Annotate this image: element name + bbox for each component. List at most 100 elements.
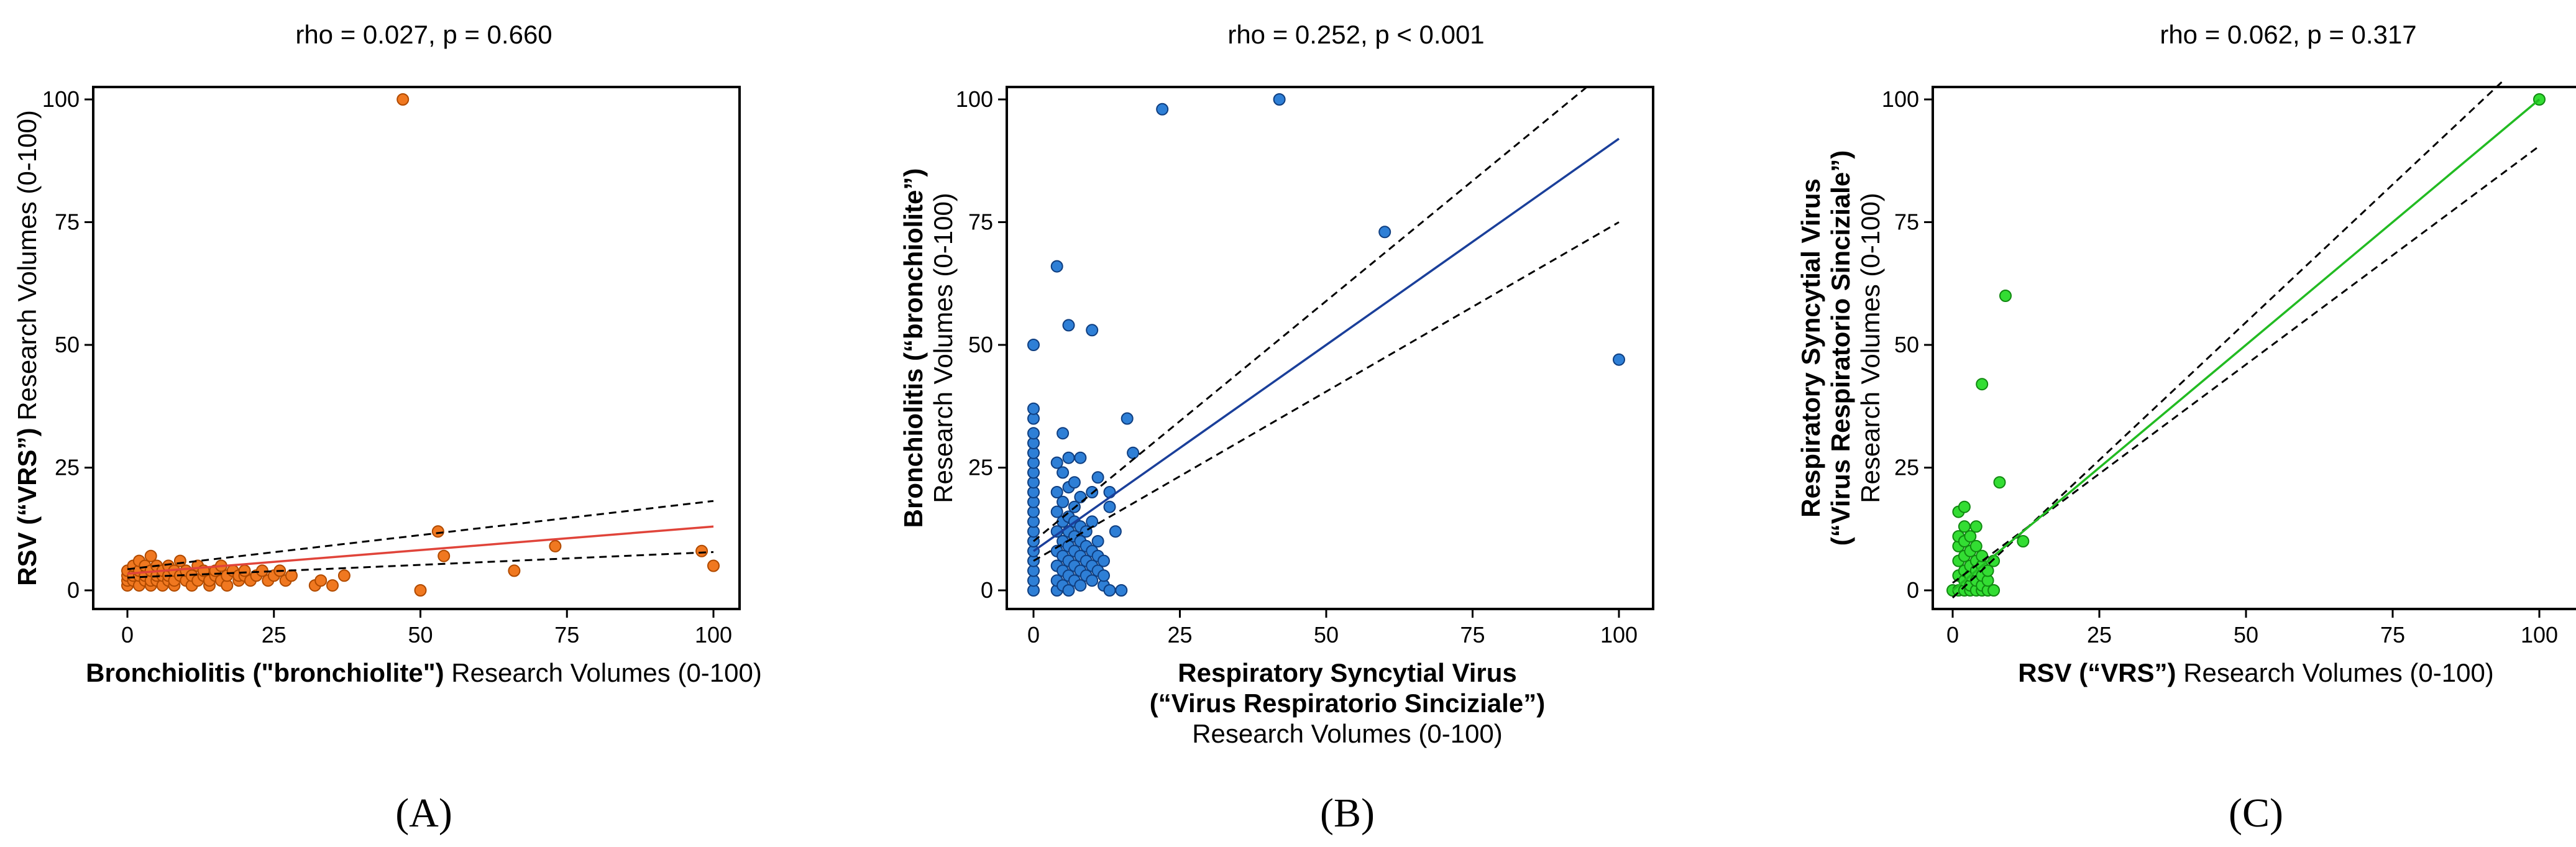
panel-c-y-label-line2: (“Virus Respiratorio Sinciziale”) — [1826, 150, 1855, 546]
panel-b-x-label-line1: Respiratory Syncytial Virus — [1178, 658, 1516, 687]
panel-c-x-tick-label: 25 — [2087, 622, 2112, 648]
panel-a-y-tick-label: 0 — [67, 577, 80, 603]
panel-a-y-tick-label: 50 — [55, 332, 80, 357]
panel-b-x-ticks: 0 25 50 75 100 — [1027, 609, 1638, 648]
panel-c-ci-lower-line — [1952, 145, 2540, 584]
panel-b-ci-upper-line — [1033, 84, 1590, 543]
panel-c-data-point — [1999, 290, 2012, 302]
panel-c-data-point — [1969, 539, 1982, 552]
panel-a-data-point — [414, 584, 427, 597]
panel-a-data-point — [337, 569, 351, 582]
panel-c-data-point — [2017, 535, 2030, 547]
panel-a-x-tick-label: 50 — [408, 622, 433, 648]
panel-c-data-point — [1981, 564, 1994, 577]
panel-c-y-tick-label: 0 — [1907, 577, 1919, 603]
panel-a-x-ticks: 0 25 50 75 100 — [121, 609, 732, 648]
panel-c-x-tick-label: 100 — [2521, 622, 2558, 648]
panel-b-data-point — [1121, 412, 1134, 425]
panel-b-data-point — [1378, 226, 1391, 239]
panel-c-x-label-normal: Research Volumes (0-100) — [2176, 658, 2494, 687]
panel-a-y-label-bold: RSV (“VRS”) — [12, 428, 42, 585]
panel-b-data-point — [1062, 451, 1075, 464]
panel-a-data-point — [707, 559, 720, 572]
panel-b-data-point — [1109, 525, 1122, 538]
panel-a-marks — [121, 93, 720, 597]
panel-b-regression-line — [1032, 137, 1620, 552]
panel-b-y-ticks: 0 25 50 75 100 — [956, 86, 1007, 603]
panel-b-data-point — [1091, 535, 1104, 547]
panel-b-y-label-bold: Bronchiolitis (“bronchiolite”) — [899, 168, 928, 528]
panel-b-data-point — [1062, 584, 1075, 597]
panel-b: rho = 0.252, p < 0.001 0 25 50 75 100 0 25 50 7… — [899, 20, 1654, 836]
panel-c-y-tick-label: 75 — [1894, 209, 1919, 235]
panel-b-y-tick-label: 0 — [981, 577, 993, 603]
panel-a-ci-upper-line — [127, 500, 714, 570]
panel-b-data-point — [1050, 505, 1063, 518]
panel-b-x-tick-label: 75 — [1460, 622, 1485, 648]
panel-a: rho = 0.027, p = 0.660 0 25 50 75 100 0 25 50 7… — [12, 20, 762, 836]
panel-b-data-point — [1098, 554, 1110, 567]
panel-c-x-ticks: 0 25 50 75 100 — [1946, 609, 2558, 648]
panel-a-x-tick-label: 25 — [262, 622, 286, 648]
panel-a-x-tick-label: 0 — [121, 622, 134, 648]
panel-b-x-tick-label: 100 — [1600, 622, 1638, 648]
panel-b-x-tick-label: 25 — [1167, 622, 1192, 648]
panel-c-ci-upper-line — [1951, 79, 2505, 598]
panel-c-data-point — [1976, 378, 1989, 391]
panel-b-data-point — [1074, 579, 1087, 592]
panel-a-y-ticks: 0 25 50 75 100 — [42, 86, 93, 603]
panel-c-title: rho = 0.062, p = 0.317 — [2160, 20, 2416, 49]
panel-b-y-tick-label: 100 — [956, 86, 993, 112]
panel-a-data-point — [285, 569, 298, 582]
panel-a-x-label-normal: Research Volumes (0-100) — [444, 658, 762, 687]
panel-c-data-point — [1958, 500, 1971, 513]
panel-a-data-point — [438, 549, 451, 562]
panel-c-data-point — [1964, 530, 1977, 543]
panel-a-plot-frame — [92, 86, 741, 610]
panel-b-data-point — [1156, 103, 1169, 116]
panel-c-data-point — [1987, 584, 2001, 597]
panel-b-title: rho = 0.252, p < 0.001 — [1227, 20, 1484, 49]
panel-b-x-tick-label: 50 — [1314, 622, 1339, 648]
panel-c-y-tick-label: 100 — [1882, 86, 1919, 112]
panel-b-data-point — [1050, 486, 1063, 498]
panel-c-y-label-line3: Research Volumes (0-100) — [1856, 193, 1885, 503]
panel-a-y-tick-label: 100 — [42, 86, 80, 112]
panel-b-data-point — [1086, 324, 1099, 337]
panel-b-plot-frame — [1006, 86, 1654, 610]
panel-a-x-tick-label: 75 — [554, 622, 579, 648]
panel-a-data-point — [314, 574, 328, 587]
panel-b-label: (B) — [1320, 790, 1375, 836]
panel-c-data-point — [1976, 549, 1989, 562]
panel-c-data-point — [1993, 476, 2006, 489]
panel-a-x-axis-label: Bronchiolitis ("bronchiolite") Research … — [86, 658, 762, 687]
panel-c-x-tick-label: 50 — [2234, 622, 2258, 648]
panel-a-data-point — [695, 544, 708, 557]
panel-a-x-tick-label: 100 — [695, 622, 732, 648]
panel-b-data-point — [1050, 456, 1063, 469]
panel-b-ci-lower-line — [1033, 221, 1620, 562]
panel-a-x-label-bold: Bronchiolitis ("bronchiolite") — [86, 658, 444, 687]
panel-a-data-point — [396, 93, 410, 106]
panel-b-data-point — [1103, 584, 1116, 597]
panel-a-y-label-normal: Research Volumes (0-100) — [12, 110, 42, 428]
panel-b-marks — [1027, 84, 1625, 597]
panel-b-x-label-line2: (“Virus Respiratorio Sinciziale”) — [1150, 689, 1545, 718]
panel-a-data-point — [549, 539, 562, 552]
panel-b-data-point — [1127, 446, 1140, 459]
panel-a-ci-lower-line — [127, 551, 714, 579]
panel-b-data-point — [1027, 427, 1040, 440]
panel-c-plot-frame — [1932, 86, 2576, 610]
panel-b-data-point — [1086, 515, 1099, 528]
panel-b-data-point — [1057, 466, 1070, 479]
panel-c-x-axis-label: RSV (“VRS”) Research Volumes (0-100) — [2018, 658, 2494, 687]
panel-b-data-point — [1068, 476, 1081, 489]
panel-c-y-tick-label: 50 — [1894, 332, 1919, 357]
panel-b-data-point — [1050, 260, 1063, 273]
panel-a-data-point — [508, 564, 521, 577]
panel-b-data-point — [1057, 495, 1070, 508]
panel-c-x-tick-label: 75 — [2380, 622, 2405, 648]
panel-a-y-axis-label: RSV (“VRS”) Research Volumes (0-100) — [12, 110, 42, 586]
panel-b-y-tick-label: 50 — [968, 332, 993, 357]
